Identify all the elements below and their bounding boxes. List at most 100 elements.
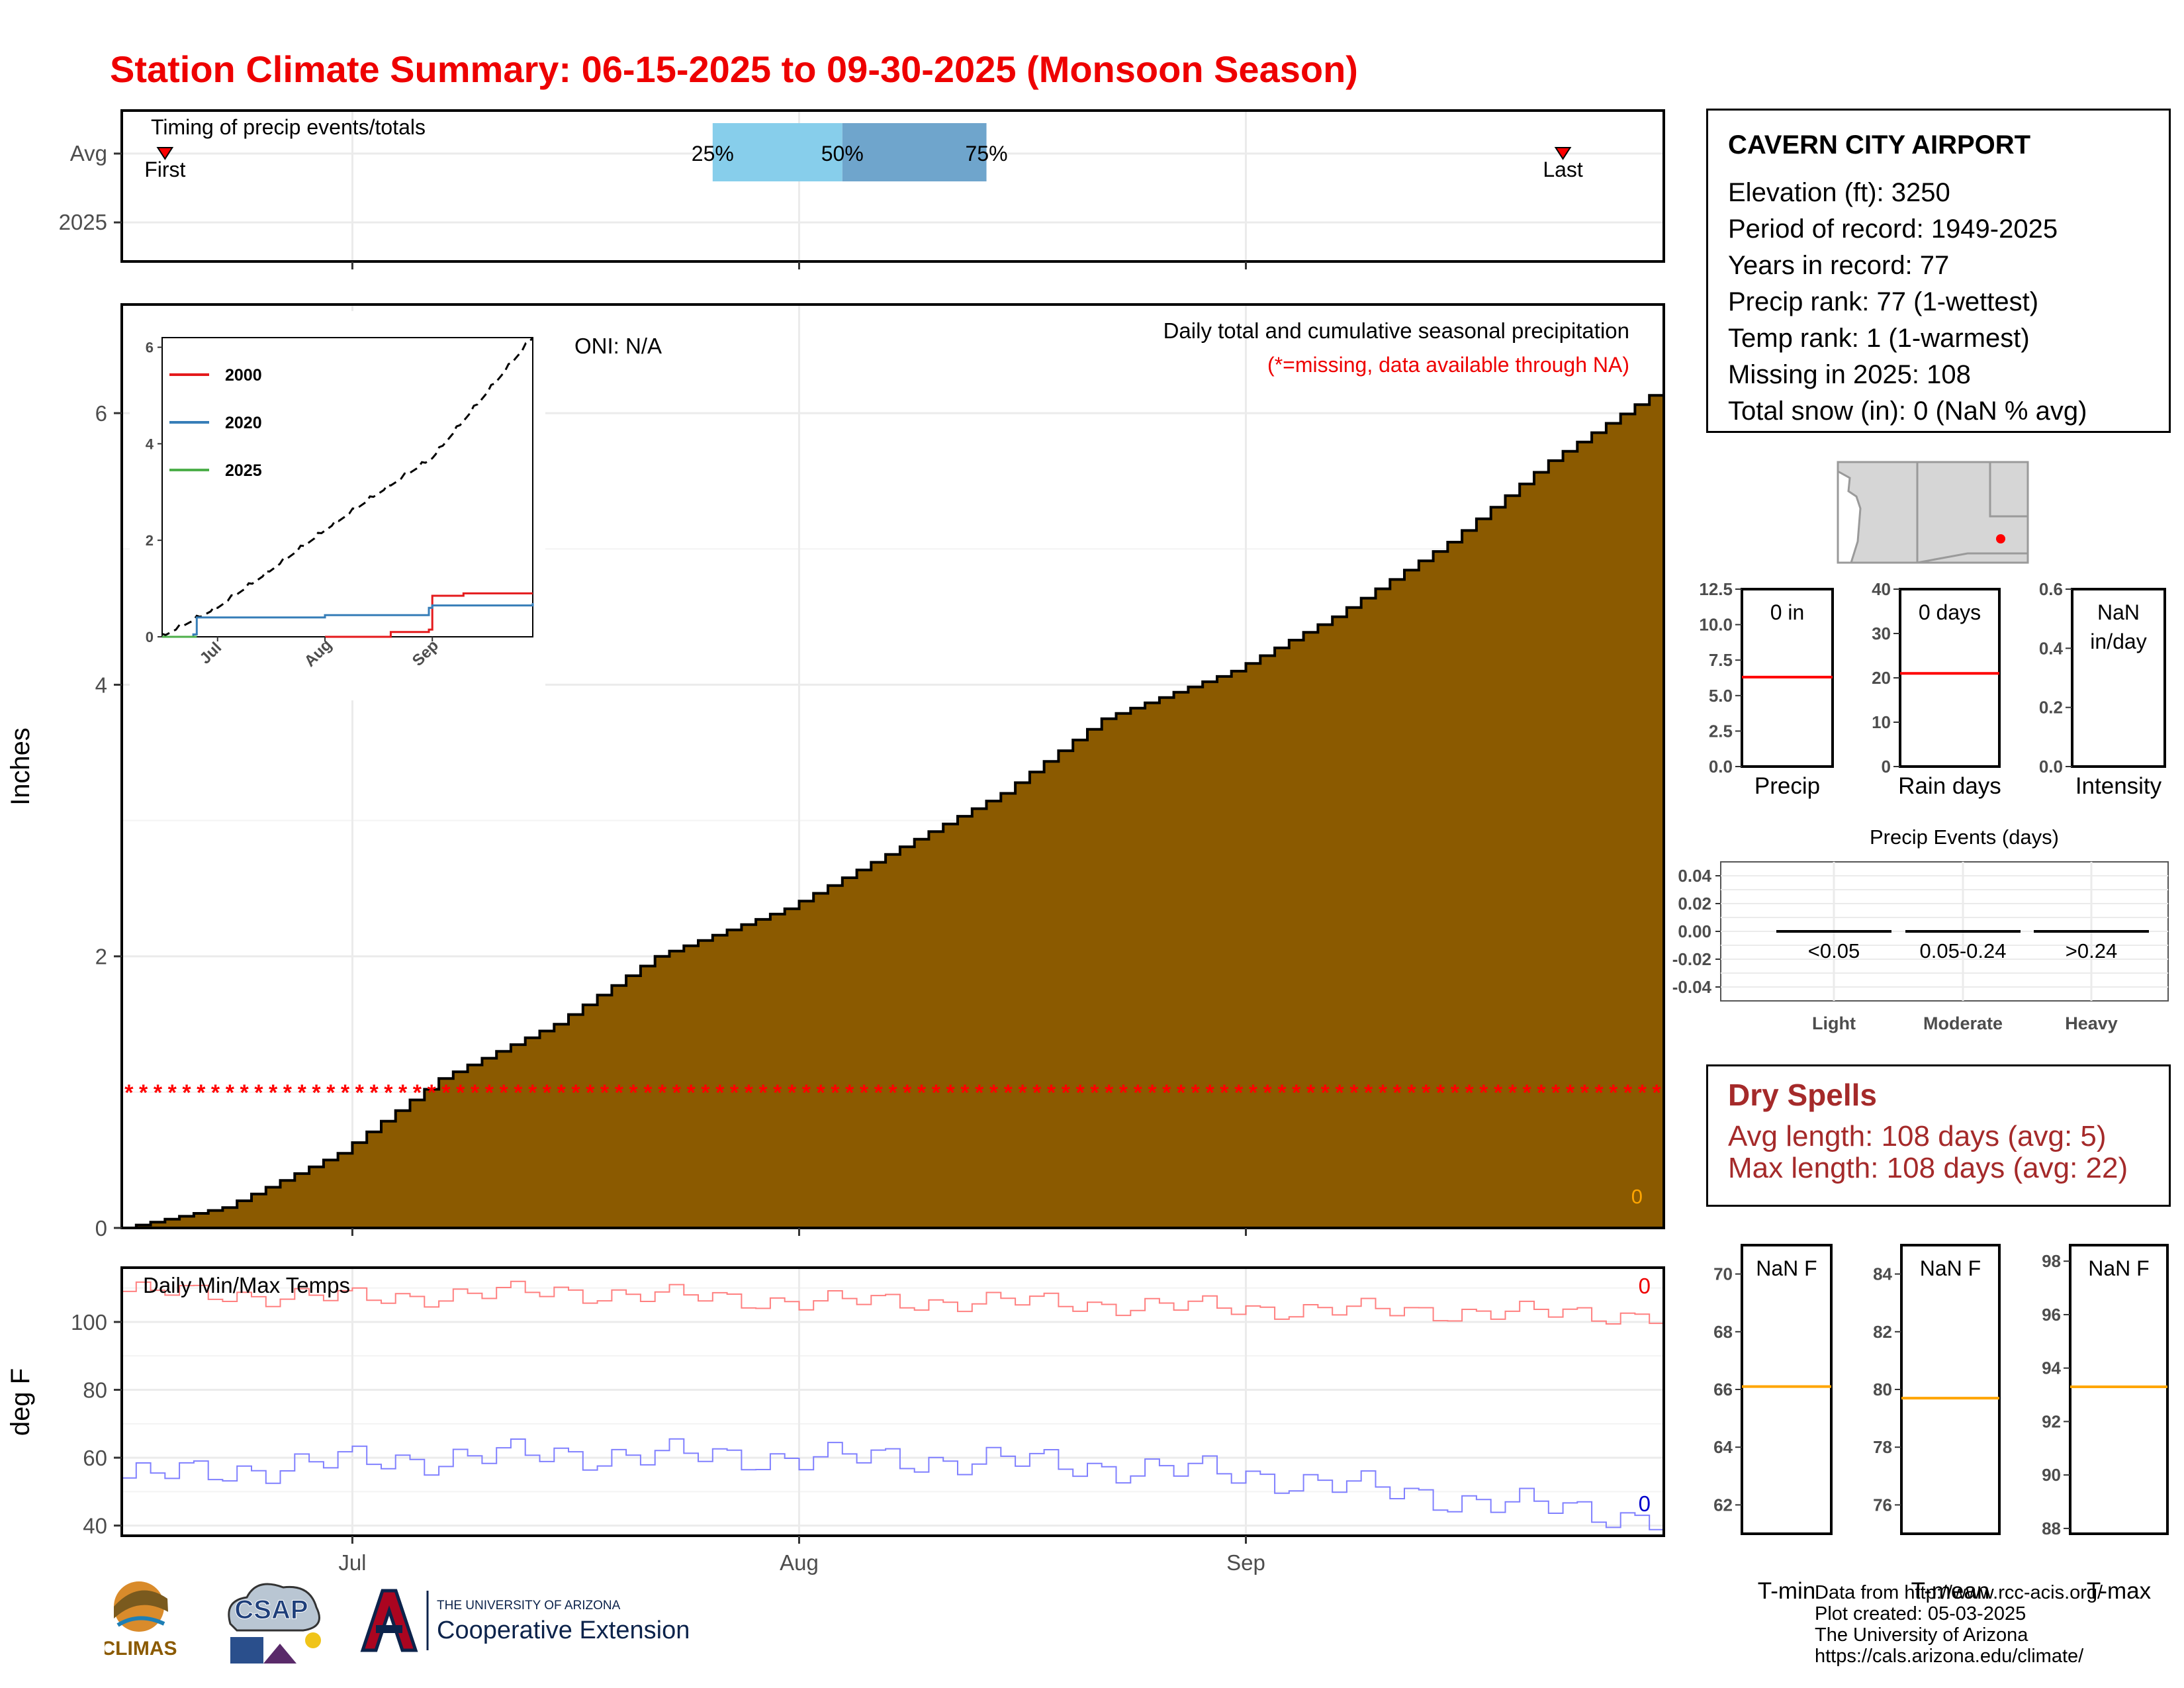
- missing-marker: *: [1393, 1080, 1402, 1105]
- stat-bar-tick: 64: [1713, 1437, 1733, 1457]
- missing-marker: *: [845, 1080, 854, 1105]
- events-ytick-label: -0.02: [1672, 949, 1711, 969]
- dry-spells-avg: Avg length: 108 days (avg: 5): [1728, 1120, 2107, 1152]
- last-marker-label: Last: [1543, 158, 1583, 181]
- stat-bar-tick: 10: [1872, 712, 1891, 732]
- missing-marker: *: [557, 1080, 567, 1105]
- inset-legend-label: 2025: [225, 461, 262, 480]
- missing-marker: *: [715, 1080, 725, 1105]
- station-period: Period of record: 1949-2025: [1728, 214, 2058, 244]
- climas-logo-text: CLIMAS: [105, 1638, 177, 1660]
- events-category-label: Heavy: [2065, 1013, 2118, 1033]
- missing-marker: *: [154, 1080, 163, 1105]
- missing-marker: *: [456, 1080, 465, 1105]
- missing-marker: *: [1205, 1080, 1214, 1105]
- stat-bar-label: Rain days: [1898, 773, 2001, 799]
- timing-band-50-75: [842, 123, 987, 181]
- stat-bar-tick: 62: [1713, 1495, 1733, 1515]
- missing-marker: *: [471, 1080, 480, 1105]
- ua-logo: THE UNIVERSITY OF ARIZONA Cooperative Ex…: [360, 1589, 690, 1652]
- tmin-line: [122, 1438, 1664, 1530]
- csap-logo: CSAP: [228, 1583, 321, 1664]
- missing-marker: *: [1306, 1080, 1316, 1105]
- tmax-line: [122, 1280, 1664, 1325]
- missing-marker: *: [672, 1080, 682, 1105]
- missing-marker: *: [788, 1080, 797, 1105]
- stat-bar-rain-days: 0 10 20 30 40 0 days Rain days: [1872, 579, 2001, 799]
- missing-marker: *: [802, 1080, 811, 1105]
- station-name: CAVERN CITY AIRPORT: [1728, 130, 2031, 160]
- stat-bar-t-max: 88 90 92 94 96 98 NaN F T-max: [2042, 1244, 2169, 1604]
- stat-bar-tick: 80: [1873, 1380, 1892, 1399]
- tmin-count: 0: [1639, 1491, 1651, 1516]
- missing-marker: *: [571, 1080, 580, 1105]
- precip-ytick-label: 2: [95, 945, 107, 969]
- missing-marker: *: [643, 1080, 653, 1105]
- stat-bar-tick: 70: [1713, 1264, 1733, 1284]
- missing-marker: *: [312, 1080, 321, 1105]
- missing-marker: *: [730, 1080, 739, 1105]
- missing-marker: *: [903, 1080, 912, 1105]
- credit-line: Plot created: 05-03-2025: [1815, 1603, 2026, 1624]
- stat-bar-tick: 96: [2042, 1305, 2061, 1325]
- missing-marker: *: [687, 1080, 696, 1105]
- missing-marker: *: [1422, 1080, 1431, 1105]
- missing-marker: *: [1162, 1080, 1171, 1105]
- station-missing: Missing in 2025: 108: [1728, 360, 1971, 389]
- missing-marker: *: [1465, 1080, 1474, 1105]
- stat-bar-tick: 68: [1713, 1322, 1733, 1342]
- missing-marker: *: [1523, 1080, 1532, 1105]
- stat-bar-tick: 12.5: [1699, 579, 1733, 599]
- missing-marker: *: [1004, 1080, 1013, 1105]
- ua-logo-line2: Cooperative Extension: [437, 1617, 690, 1644]
- station-location-dot: [1996, 534, 2005, 543]
- missing-marker: *: [240, 1080, 249, 1105]
- missing-marker: *: [341, 1080, 350, 1105]
- inset-ytick-label: 4: [146, 436, 154, 452]
- stat-bar-tick: 0: [1882, 757, 1891, 776]
- stat-bar-tick: 94: [2042, 1358, 2061, 1378]
- missing-marker: *: [975, 1080, 984, 1105]
- missing-marker: *: [1119, 1080, 1128, 1105]
- missing-marker: *: [1335, 1080, 1344, 1105]
- missing-marker: *: [989, 1080, 999, 1105]
- missing-marker: *: [1537, 1080, 1546, 1105]
- month-tick-label: Sep: [1226, 1550, 1265, 1575]
- ua-logo-line1: THE UNIVERSITY OF ARIZONA: [437, 1599, 621, 1613]
- credit-line: https://cals.arizona.edu/climate/: [1815, 1646, 2084, 1667]
- stat-bar-label: T-min: [1758, 1578, 1816, 1604]
- missing-marker: *: [398, 1080, 408, 1105]
- inset-ytick-label: 0: [146, 629, 154, 645]
- missing-marker: *: [960, 1080, 970, 1105]
- events-range-label: 0.05-0.24: [1920, 939, 2007, 962]
- missing-marker: *: [600, 1080, 610, 1105]
- missing-marker: *: [514, 1080, 523, 1105]
- missing-marker: *: [528, 1080, 537, 1105]
- cumulative-precip-area: [122, 386, 1665, 1229]
- events-category-label: Light: [1812, 1013, 1856, 1033]
- missing-marker: *: [543, 1080, 552, 1105]
- missing-marker: *: [139, 1080, 148, 1105]
- precip-stat-bars: 0.02.55.07.510.012.50 inPrecip0102030400…: [1699, 579, 2166, 799]
- stat-bar-t-min: 62 64 66 68 70 NaN F T-min: [1713, 1244, 1833, 1604]
- stat-bar-tick: 82: [1873, 1322, 1892, 1342]
- month-tick-label: Jul: [338, 1550, 366, 1575]
- missing-marker: *: [1090, 1080, 1099, 1105]
- stat-bar-tick: 84: [1873, 1264, 1892, 1284]
- temp-stat-bars: 62 64 66 68 70 NaN F T-min 76 78 80 82 84 NaN F T-mea…: [1713, 1244, 2169, 1604]
- missing-marker: *: [658, 1080, 667, 1105]
- credits: Data from http://www.rcc-acis.org/ Plot …: [1815, 1582, 2103, 1667]
- station-precip-rank: Precip rank: 77 (1-wettest): [1728, 287, 2039, 316]
- stat-bar-tick: 66: [1713, 1380, 1733, 1399]
- temps-ytick-label: 60: [83, 1446, 107, 1470]
- stat-bar-tick: 0.0: [1709, 757, 1733, 776]
- missing-marker: *: [499, 1080, 508, 1105]
- precip-ylabel: Inches: [6, 727, 35, 806]
- missing-marker: *: [1105, 1080, 1114, 1105]
- timing-quartile-label: 75%: [966, 142, 1008, 165]
- stat-bar-tick: 0.0: [2039, 757, 2063, 776]
- station-elevation: Elevation (ft): 3250: [1728, 178, 1950, 207]
- missing-marker: *: [932, 1080, 941, 1105]
- missing-marker: *: [369, 1080, 379, 1105]
- month-tick-label: Aug: [780, 1550, 819, 1575]
